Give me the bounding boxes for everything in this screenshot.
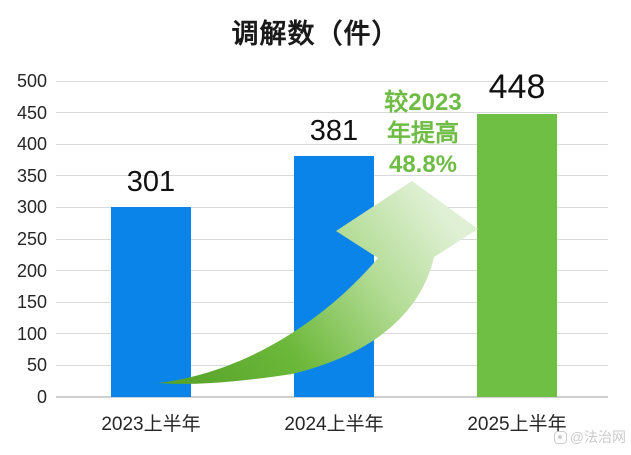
gridline-y-400 [56,143,608,145]
gridline-y-500 [56,80,608,82]
gridline-y-0 [56,396,608,398]
chart-title: 调解数（件） [231,19,400,49]
y-tick-label-500: 500 [16,71,47,91]
y-tick-label-100: 100 [16,323,47,344]
y-tick-label-450: 450 [16,102,47,123]
y-tick-label-300: 300 [16,197,47,218]
growth-annotation-line-1: 较2023 [384,89,462,116]
x-tick-label-2025上半年: 2025上半年 [467,414,567,435]
watermark: @法治网 [553,427,626,447]
bar-2024上半年 [294,156,374,397]
growth-annotation-line-2: 年提高 [387,120,459,147]
y-tick-label-150: 150 [16,292,47,313]
y-tick-label-400: 400 [16,134,47,155]
growth-annotation: 较2023 年提高 48.8% [353,87,493,180]
bar-2023上半年 [111,206,191,397]
watermark-logo-icon [553,430,567,444]
value-label-381: 381 [309,115,359,148]
y-tick-label-200: 200 [16,260,47,281]
bar-2025上半年 [477,113,557,397]
watermark-text: @法治网 [569,429,626,445]
x-tick-label-2023上半年: 2023上半年 [101,414,201,435]
y-tick-label-50: 50 [26,355,47,376]
growth-annotation-line-3: 48.8% [388,151,458,178]
y-tick-label-350: 350 [16,165,47,186]
gridline-y-450 [56,112,608,114]
y-tick-label-0: 0 [36,387,47,407]
value-label-448: 448 [488,67,546,106]
x-tick-label-2024上半年: 2024上半年 [284,414,384,435]
value-label-301: 301 [126,165,176,198]
y-tick-label-250: 250 [16,229,47,249]
